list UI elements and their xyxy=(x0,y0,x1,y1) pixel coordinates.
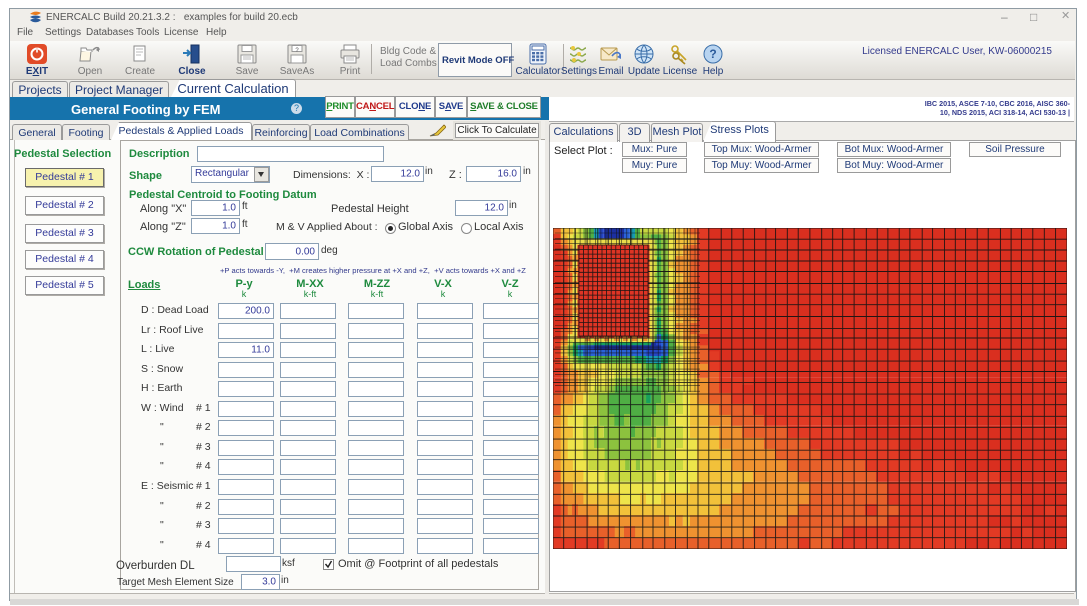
svg-text:?: ? xyxy=(295,48,299,54)
svg-text:?: ? xyxy=(709,47,716,61)
